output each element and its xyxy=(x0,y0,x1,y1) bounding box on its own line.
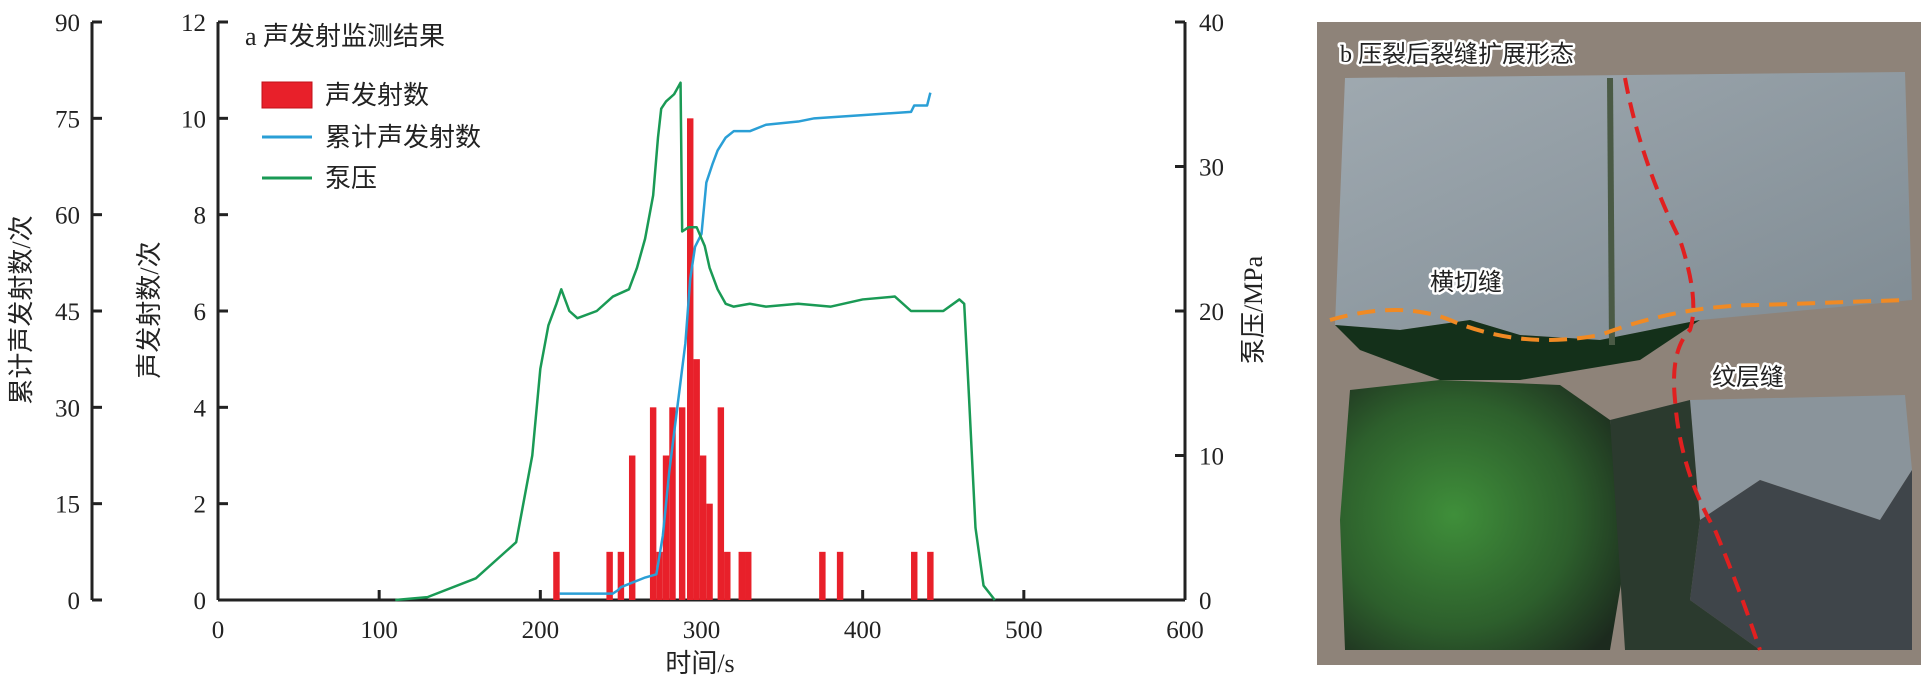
x-tick-label: 200 xyxy=(522,617,560,644)
y-pressure-tick-label: 10 xyxy=(1199,444,1224,471)
y-axis-label-cumulative: 累计声发射数/次 xyxy=(7,215,36,404)
legend-label-bars: 声发射数 xyxy=(325,81,429,110)
chart-title: a 声发射监测结果 xyxy=(245,22,445,51)
line-series xyxy=(395,81,996,602)
bar xyxy=(553,551,560,600)
bar xyxy=(656,551,663,600)
x-tick-label: 100 xyxy=(360,617,398,644)
bar xyxy=(617,551,625,600)
y-cumulative-tick-label: 45 xyxy=(55,299,80,326)
cumulative-line xyxy=(559,92,932,595)
bar-series xyxy=(553,118,934,600)
y-axis-label-pressure: 泵压/MPa xyxy=(1239,255,1268,364)
bar xyxy=(836,551,844,600)
bar xyxy=(662,455,670,600)
bar xyxy=(606,551,613,600)
label-lamina-fracture: 纹层缝 xyxy=(1712,364,1784,391)
y-cumulative-tick-label: 30 xyxy=(55,395,80,422)
y-count-tick-label: 6 xyxy=(194,299,207,326)
bar xyxy=(927,551,934,600)
y-pressure-tick-label: 0 xyxy=(1199,588,1212,615)
legend-label-pressure: 泵压 xyxy=(325,164,377,193)
y-count-tick-label: 10 xyxy=(181,106,206,133)
bar xyxy=(649,407,657,600)
x-tick-label: 300 xyxy=(683,617,721,644)
bar xyxy=(628,455,636,600)
y-count-tick-label: 12 xyxy=(181,10,206,37)
y-cumulative-tick-label: 0 xyxy=(68,588,81,615)
bar xyxy=(686,118,694,600)
bar xyxy=(911,551,918,600)
label-transverse-fracture: 横切缝 xyxy=(1430,269,1502,296)
bar xyxy=(678,407,686,600)
y-count-tick-label: 4 xyxy=(194,395,207,422)
x-tick-label: 500 xyxy=(1005,617,1043,644)
bar xyxy=(738,551,746,600)
y-cumulative-tick-label: 60 xyxy=(55,203,80,230)
bar xyxy=(724,551,731,600)
bar xyxy=(699,455,707,600)
y-pressure-tick-label: 30 xyxy=(1199,155,1224,182)
x-tick-label: 600 xyxy=(1166,617,1204,644)
bar xyxy=(819,551,826,600)
bar xyxy=(706,503,713,600)
y-cumulative-tick-label: 90 xyxy=(55,10,80,37)
legend: 声发射数 累计声发射数 泵压 xyxy=(261,81,481,193)
x-tick-label: 0 xyxy=(212,617,225,644)
y-pressure-tick-label: 20 xyxy=(1199,299,1224,326)
x-axis-label: 时间/s xyxy=(665,649,734,678)
y-count-tick-label: 0 xyxy=(194,588,207,615)
bar xyxy=(717,407,725,600)
y-cumulative-tick-label: 15 xyxy=(55,492,80,519)
y-cumulative-tick-label: 75 xyxy=(55,106,80,133)
y-count-tick-label: 2 xyxy=(194,492,207,519)
y-count-tick-label: 8 xyxy=(194,203,207,230)
photo-title: b 压裂后裂缝扩展形态 xyxy=(1340,41,1574,68)
bar xyxy=(669,407,676,600)
bar xyxy=(745,551,752,600)
y-axis-label-count: 声发射数/次 xyxy=(135,241,164,378)
y-pressure-tick-label: 40 xyxy=(1199,10,1224,37)
pressure-line xyxy=(395,81,996,602)
bar xyxy=(693,359,700,600)
x-tick-label: 400 xyxy=(844,617,882,644)
fracture-photo: b 压裂后裂缝扩展形态 横切缝 纹层缝 xyxy=(1317,22,1921,665)
legend-swatch-bars xyxy=(261,81,313,109)
legend-label-cumulative: 累计声发射数 xyxy=(325,123,481,152)
